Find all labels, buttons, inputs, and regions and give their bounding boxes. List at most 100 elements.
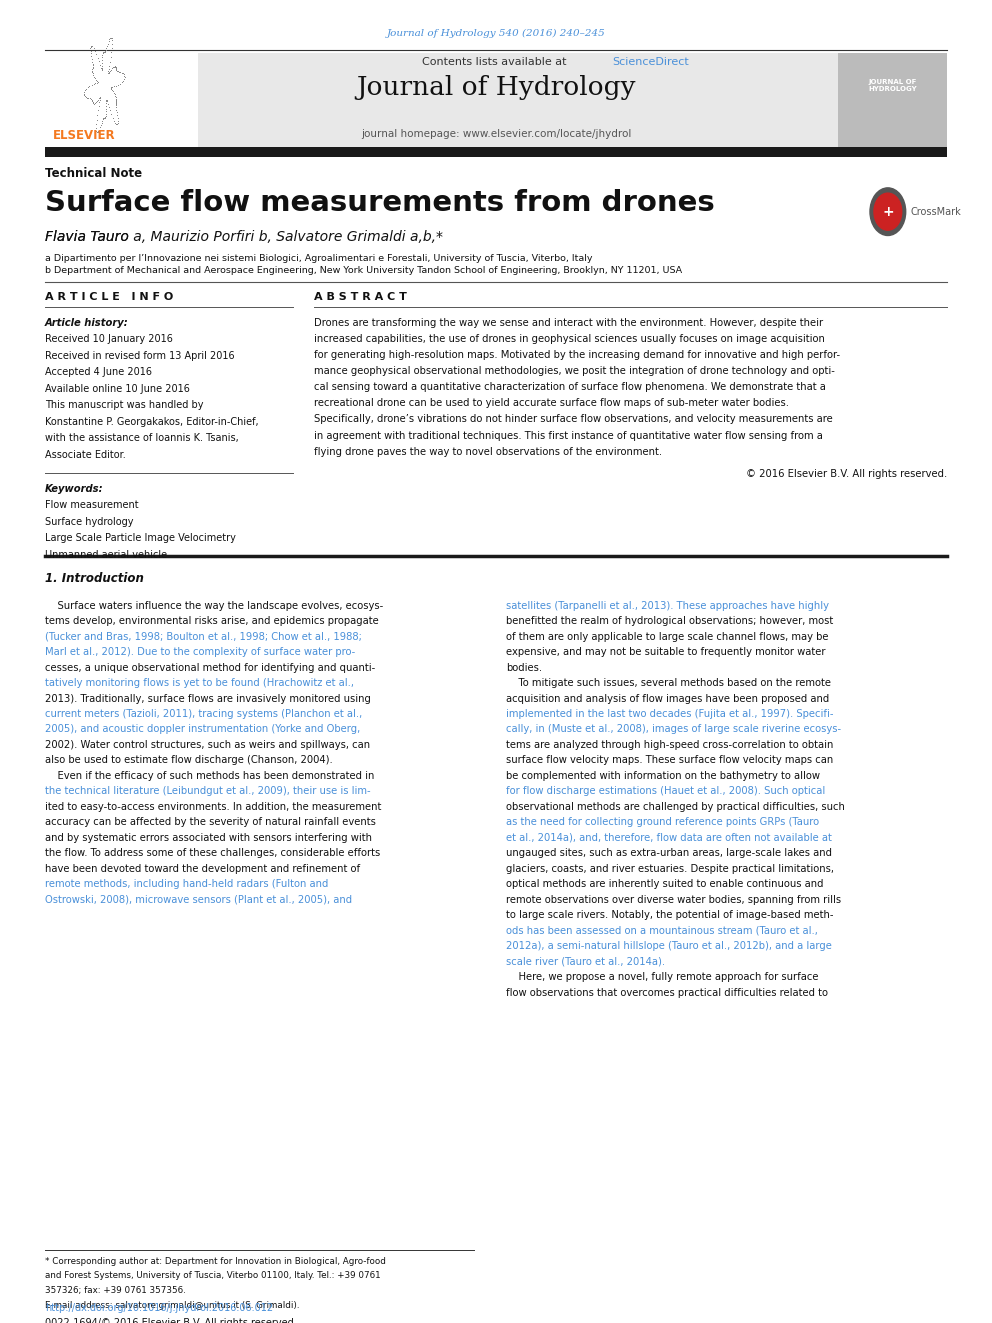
Text: and by systematic errors associated with sensors interfering with: and by systematic errors associated with… [45, 833, 372, 843]
Text: CrossMark: CrossMark [911, 206, 961, 217]
Text: Keywords:: Keywords: [45, 484, 103, 493]
Text: be complemented with information on the bathymetry to allow: be complemented with information on the … [506, 771, 820, 781]
Text: Available online 10 June 2016: Available online 10 June 2016 [45, 384, 189, 394]
Text: acquisition and analysis of flow images have been proposed and: acquisition and analysis of flow images … [506, 693, 829, 704]
Text: Received 10 January 2016: Received 10 January 2016 [45, 333, 173, 344]
Text: and Forest Systems, University of Tuscia, Viterbo 01100, Italy. Tel.: +39 0761: and Forest Systems, University of Tuscia… [45, 1271, 380, 1281]
Text: Even if the efficacy of such methods has been demonstrated in: Even if the efficacy of such methods has… [45, 771, 374, 781]
Text: +: + [882, 205, 894, 218]
Text: Contents lists available at: Contents lists available at [422, 57, 570, 67]
Text: observational methods are challenged by practical difficulties, such: observational methods are challenged by … [506, 802, 845, 812]
Text: the technical literature (Leibundgut et al., 2009), their use is lim-: the technical literature (Leibundgut et … [45, 786, 370, 796]
Text: (Tucker and Bras, 1998; Boulton et al., 1998; Chow et al., 1988;: (Tucker and Bras, 1998; Boulton et al., … [45, 631, 361, 642]
Text: Surface waters influence the way the landscape evolves, ecosys-: Surface waters influence the way the lan… [45, 601, 383, 611]
Text: cesses, a unique observational method for identifying and quanti-: cesses, a unique observational method fo… [45, 663, 375, 672]
Text: Journal of Hydrology: Journal of Hydrology [356, 75, 636, 101]
Text: for flow discharge estimations (Hauet et al., 2008). Such optical: for flow discharge estimations (Hauet et… [506, 786, 825, 796]
Text: Journal of Hydrology 540 (2016) 240–245: Journal of Hydrology 540 (2016) 240–245 [387, 29, 605, 38]
Text: surface flow velocity maps. These surface flow velocity maps can: surface flow velocity maps. These surfac… [506, 755, 833, 766]
Text: as the need for collecting ground reference points GRPs (Tauro: as the need for collecting ground refere… [506, 818, 819, 827]
Text: 1. Introduction: 1. Introduction [45, 572, 144, 585]
Text: Associate Editor.: Associate Editor. [45, 450, 125, 460]
Text: Article history:: Article history: [45, 318, 128, 328]
Text: ELSEVIER: ELSEVIER [53, 128, 115, 142]
Text: current meters (Tazioli, 2011), tracing systems (Planchon et al.,: current meters (Tazioli, 2011), tracing … [45, 709, 362, 718]
Text: glaciers, coasts, and river estuaries. Despite practical limitations,: glaciers, coasts, and river estuaries. D… [506, 864, 834, 873]
Text: in agreement with traditional techniques. This first instance of quantitative wa: in agreement with traditional techniques… [314, 430, 823, 441]
Text: remote methods, including hand-held radars (Fulton and: remote methods, including hand-held rada… [45, 880, 328, 889]
Text: Specifically, drone’s vibrations do not hinder surface flow observations, and ve: Specifically, drone’s vibrations do not … [314, 414, 833, 425]
Text: Technical Note: Technical Note [45, 167, 142, 180]
FancyBboxPatch shape [45, 147, 947, 157]
Text: 2005), and acoustic doppler instrumentation (Yorke and Oberg,: 2005), and acoustic doppler instrumentat… [45, 725, 360, 734]
Text: bodies.: bodies. [506, 663, 542, 672]
Text: tems are analyzed through high-speed cross-correlation to obtain: tems are analyzed through high-speed cro… [506, 740, 833, 750]
Text: 2002). Water control structures, such as weirs and spillways, can: 2002). Water control structures, such as… [45, 740, 370, 750]
Text: * Corresponding author at: Department for Innovation in Biological, Agro-food: * Corresponding author at: Department fo… [45, 1257, 386, 1266]
Text: Here, we propose a novel, fully remote approach for surface: Here, we propose a novel, fully remote a… [506, 972, 818, 982]
Text: for generating high-resolution maps. Motivated by the increasing demand for inno: for generating high-resolution maps. Mot… [314, 349, 840, 360]
Text: JOURNAL OF
HYDROLOGY: JOURNAL OF HYDROLOGY [868, 79, 918, 93]
Text: satellites (Tarpanelli et al., 2013). These approaches have highly: satellites (Tarpanelli et al., 2013). Th… [506, 601, 829, 611]
Text: flow observations that overcomes practical difficulties related to: flow observations that overcomes practic… [506, 987, 828, 998]
Text: cal sensing toward a quantitative characterization of surface flow phenomena. We: cal sensing toward a quantitative charac… [314, 382, 826, 392]
Text: © 2016 Elsevier B.V. All rights reserved.: © 2016 Elsevier B.V. All rights reserved… [746, 470, 947, 479]
Text: also be used to estimate flow discharge (Chanson, 2004).: also be used to estimate flow discharge … [45, 755, 332, 766]
Text: 0022-1694/© 2016 Elsevier B.V. All rights reserved.: 0022-1694/© 2016 Elsevier B.V. All right… [45, 1318, 297, 1323]
Text: Surface hydrology: Surface hydrology [45, 517, 133, 527]
Text: Accepted 4 June 2016: Accepted 4 June 2016 [45, 366, 152, 377]
Text: the flow. To address some of these challenges, considerable efforts: the flow. To address some of these chall… [45, 848, 380, 859]
Text: Konstantine P. Georgakakos, Editor-in-Chief,: Konstantine P. Georgakakos, Editor-in-Ch… [45, 417, 258, 427]
Text: mance geophysical observational methodologies, we posit the integration of drone: mance geophysical observational methodol… [314, 366, 835, 376]
FancyBboxPatch shape [838, 53, 947, 148]
Text: have been devoted toward the development and refinement of: have been devoted toward the development… [45, 864, 360, 873]
Text: 357326; fax: +39 0761 357356.: 357326; fax: +39 0761 357356. [45, 1286, 186, 1295]
Text: ited to easy-to-access environments. In addition, the measurement: ited to easy-to-access environments. In … [45, 802, 381, 812]
Text: ungauged sites, such as extra-urban areas, large-scale lakes and: ungauged sites, such as extra-urban area… [506, 848, 832, 859]
Text: expensive, and may not be suitable to frequently monitor water: expensive, and may not be suitable to fr… [506, 647, 825, 658]
Text: Flavia Tauro: Flavia Tauro [45, 230, 133, 245]
Text: journal homepage: www.elsevier.com/locate/jhydrol: journal homepage: www.elsevier.com/locat… [361, 128, 631, 139]
Text: A B S T R A C T: A B S T R A C T [314, 292, 408, 303]
Text: Unmanned aerial vehicle: Unmanned aerial vehicle [45, 550, 167, 560]
Text: implemented in the last two decades (Fujita et al., 1997). Specifi-: implemented in the last two decades (Fuj… [506, 709, 833, 718]
Text: remote observations over diverse water bodies, spanning from rills: remote observations over diverse water b… [506, 894, 841, 905]
Text: Received in revised form 13 April 2016: Received in revised form 13 April 2016 [45, 351, 234, 361]
Text: To mitigate such issues, several methods based on the remote: To mitigate such issues, several methods… [506, 679, 831, 688]
Text: Drones are transforming the way we sense and interact with the environment. Howe: Drones are transforming the way we sense… [314, 318, 823, 328]
Text: with the assistance of Ioannis K. Tsanis,: with the assistance of Ioannis K. Tsanis… [45, 434, 238, 443]
Text: accuracy can be affected by the severity of natural rainfall events: accuracy can be affected by the severity… [45, 818, 376, 827]
Text: Flavia Tauro a, Maurizio Porfiri b, Salvatore Grimaldi a,b,*: Flavia Tauro a, Maurizio Porfiri b, Salv… [45, 230, 442, 245]
Text: benefitted the realm of hydrological observations; however, most: benefitted the realm of hydrological obs… [506, 617, 833, 626]
Text: recreational drone can be used to yield accurate surface flow maps of sub-meter : recreational drone can be used to yield … [314, 398, 790, 409]
Text: increased capabilities, the use of drones in geophysical sciences usually focuse: increased capabilities, the use of drone… [314, 333, 825, 344]
Text: Surface flow measurements from drones: Surface flow measurements from drones [45, 189, 714, 217]
Text: A R T I C L E   I N F O: A R T I C L E I N F O [45, 292, 173, 303]
FancyBboxPatch shape [45, 53, 198, 148]
Text: a Dipartimento per l’Innovazione nei sistemi Biologici, Agroalimentari e Foresta: a Dipartimento per l’Innovazione nei sis… [45, 254, 592, 263]
Text: 2013). Traditionally, surface flows are invasively monitored using: 2013). Traditionally, surface flows are … [45, 693, 371, 704]
Text: et al., 2014a), and, therefore, flow data are often not available at: et al., 2014a), and, therefore, flow dat… [506, 833, 832, 843]
Text: Large Scale Particle Image Velocimetry: Large Scale Particle Image Velocimetry [45, 533, 235, 544]
Text: Marl et al., 2012). Due to the complexity of surface water pro-: Marl et al., 2012). Due to the complexit… [45, 647, 355, 658]
Text: E-mail address: salvatore.grimaldi@unitus.it (S. Grimaldi).: E-mail address: salvatore.grimaldi@unitu… [45, 1301, 300, 1310]
Text: scale river (Tauro et al., 2014a).: scale river (Tauro et al., 2014a). [506, 957, 665, 967]
Text: optical methods are inherently suited to enable continuous and: optical methods are inherently suited to… [506, 880, 823, 889]
Text: tems develop, environmental risks arise, and epidemics propagate: tems develop, environmental risks arise,… [45, 617, 378, 626]
Text: http://dx.doi.org/10.1016/j.jhydrol.2016.06.012: http://dx.doi.org/10.1016/j.jhydrol.2016… [45, 1303, 273, 1314]
Text: tatively monitoring flows is yet to be found (Hrachowitz et al.,: tatively monitoring flows is yet to be f… [45, 679, 353, 688]
FancyBboxPatch shape [45, 53, 947, 148]
Text: of them are only applicable to large scale channel flows, may be: of them are only applicable to large sca… [506, 631, 828, 642]
Text: This manuscript was handled by: This manuscript was handled by [45, 400, 203, 410]
Circle shape [870, 188, 906, 235]
Text: Flow measurement: Flow measurement [45, 500, 138, 511]
Text: to large scale rivers. Notably, the potential of image-based meth-: to large scale rivers. Notably, the pote… [506, 910, 833, 921]
Text: Ostrowski, 2008), microwave sensors (Plant et al., 2005), and: Ostrowski, 2008), microwave sensors (Pla… [45, 894, 352, 905]
Text: ods has been assessed on a mountainous stream (Tauro et al.,: ods has been assessed on a mountainous s… [506, 926, 817, 935]
Text: 2012a), a semi-natural hillslope (Tauro et al., 2012b), and a large: 2012a), a semi-natural hillslope (Tauro … [506, 941, 832, 951]
Text: b Department of Mechanical and Aerospace Engineering, New York University Tandon: b Department of Mechanical and Aerospace… [45, 266, 682, 275]
Text: flying drone paves the way to novel observations of the environment.: flying drone paves the way to novel obse… [314, 447, 663, 456]
Text: ScienceDirect: ScienceDirect [612, 57, 688, 67]
Circle shape [874, 193, 902, 230]
Text: cally, in (Muste et al., 2008), images of large scale riverine ecosys-: cally, in (Muste et al., 2008), images o… [506, 725, 841, 734]
